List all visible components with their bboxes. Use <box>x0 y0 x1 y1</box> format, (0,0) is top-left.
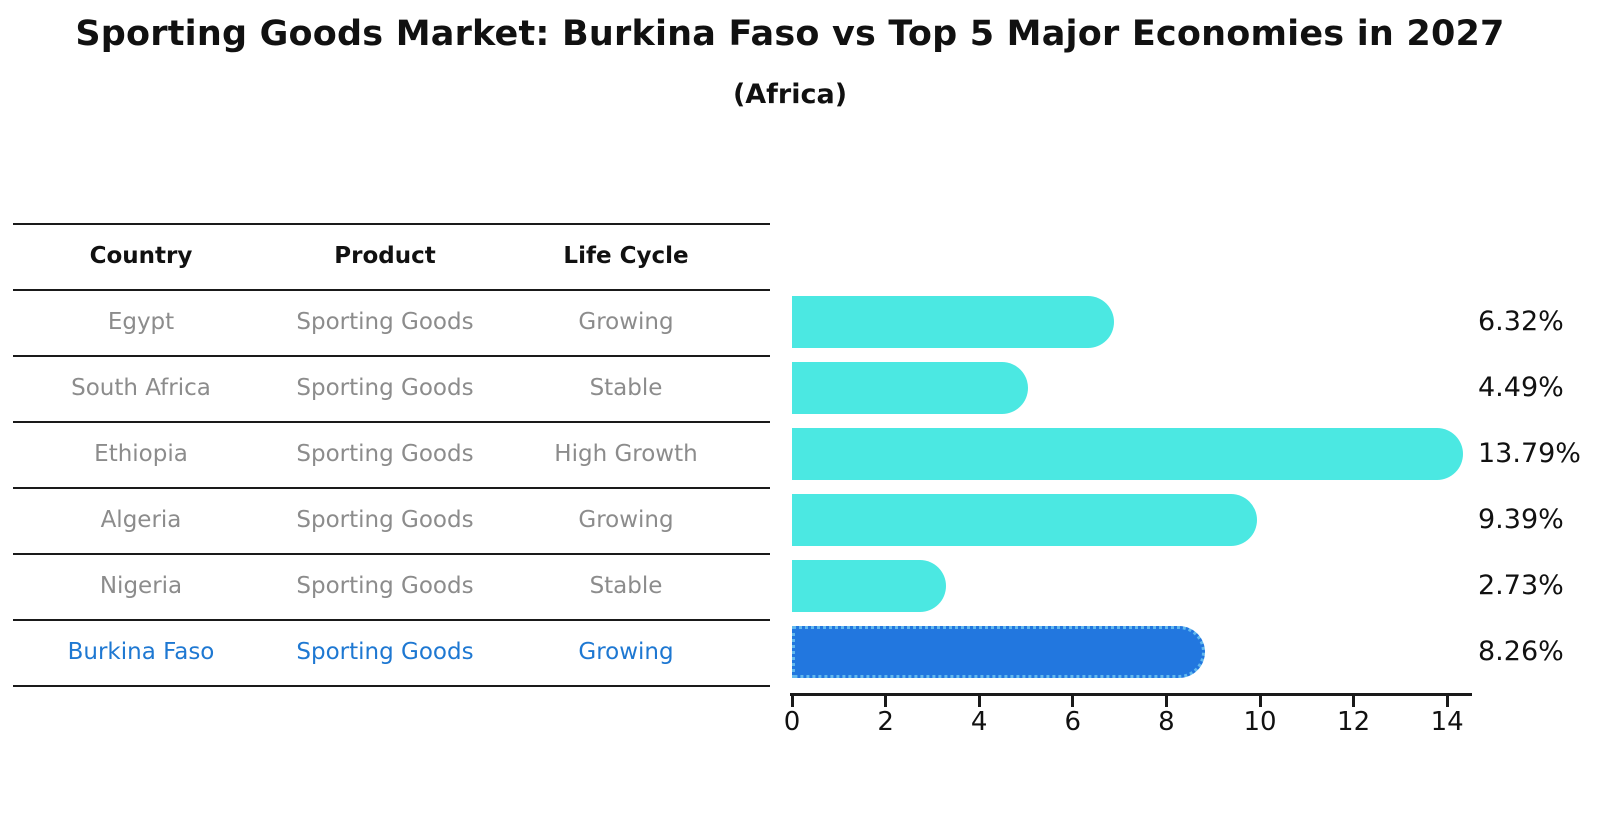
table-cell-product: Sporting Goods <box>296 441 474 467</box>
chart-subtitle: (Africa) <box>732 79 848 110</box>
table-rule <box>13 421 770 423</box>
column-header-product: Product <box>334 243 436 269</box>
bar-value-label: 13.79% <box>1478 438 1581 469</box>
table-rule <box>13 223 770 225</box>
table-cell-country: Burkina Faso <box>67 639 215 665</box>
bar-nigeria <box>792 560 946 612</box>
x-axis-tick-label: 2 <box>877 707 894 737</box>
bar-value-label: 2.73% <box>1478 570 1564 601</box>
x-axis-line <box>790 693 1472 696</box>
table-rule <box>13 685 770 687</box>
bar-value-label: 4.49% <box>1478 372 1564 403</box>
x-axis-tick-label: 14 <box>1430 707 1464 737</box>
table-cell-life_cycle: High Growth <box>554 441 698 467</box>
table-cell-country: Nigeria <box>99 573 183 599</box>
bar-highlight-burkina-faso <box>792 626 1205 678</box>
bar-ethiopia <box>792 428 1463 480</box>
table-cell-life_cycle: Stable <box>589 573 663 599</box>
column-header-country: Country <box>89 243 193 269</box>
x-axis-tick <box>977 693 981 707</box>
bar-value-label: 9.39% <box>1478 504 1564 535</box>
table-cell-life_cycle: Stable <box>589 375 663 401</box>
bar-value-label: 8.26% <box>1478 636 1564 667</box>
x-axis-tick <box>1445 693 1449 707</box>
x-axis-tick <box>1071 693 1075 707</box>
bar-south-africa <box>792 362 1028 414</box>
table-cell-product: Sporting Goods <box>296 639 474 665</box>
x-axis-tick <box>884 693 888 707</box>
bar-egypt <box>792 296 1114 348</box>
x-axis-tick-label: 6 <box>1064 707 1082 737</box>
table-rule <box>13 289 770 291</box>
x-axis-tick-label: 0 <box>783 707 801 737</box>
x-axis-tick <box>1164 693 1168 707</box>
table-cell-product: Sporting Goods <box>296 573 474 599</box>
x-axis-tick-label: 8 <box>1158 707 1175 737</box>
x-axis-tick-label: 4 <box>970 707 988 737</box>
bar-algeria <box>792 494 1257 546</box>
table-cell-country: Ethiopia <box>94 441 188 467</box>
chart-title: Sporting Goods Market: Burkina Faso vs T… <box>75 14 1505 54</box>
table-cell-life_cycle: Growing <box>578 507 674 533</box>
table-cell-product: Sporting Goods <box>296 507 474 533</box>
table-cell-life_cycle: Growing <box>578 639 674 665</box>
table-rule <box>13 487 770 489</box>
table-cell-product: Sporting Goods <box>296 375 474 401</box>
table-rule <box>13 553 770 555</box>
table-cell-country: Egypt <box>107 309 175 335</box>
table-cell-life_cycle: Growing <box>578 309 674 335</box>
x-axis-tick-label: 10 <box>1243 707 1277 737</box>
table-rule <box>13 355 770 357</box>
x-axis-tick <box>1258 693 1262 707</box>
column-header-life_cycle: Life Cycle <box>563 243 689 269</box>
x-axis-tick <box>790 693 794 707</box>
bar-value-label: 6.32% <box>1478 306 1564 337</box>
table-cell-country: South Africa <box>71 375 211 401</box>
table-cell-product: Sporting Goods <box>296 309 474 335</box>
table-cell-country: Algeria <box>100 507 182 533</box>
x-axis-tick <box>1352 693 1356 707</box>
table-rule <box>13 619 770 621</box>
x-axis-tick-label: 12 <box>1337 707 1371 737</box>
